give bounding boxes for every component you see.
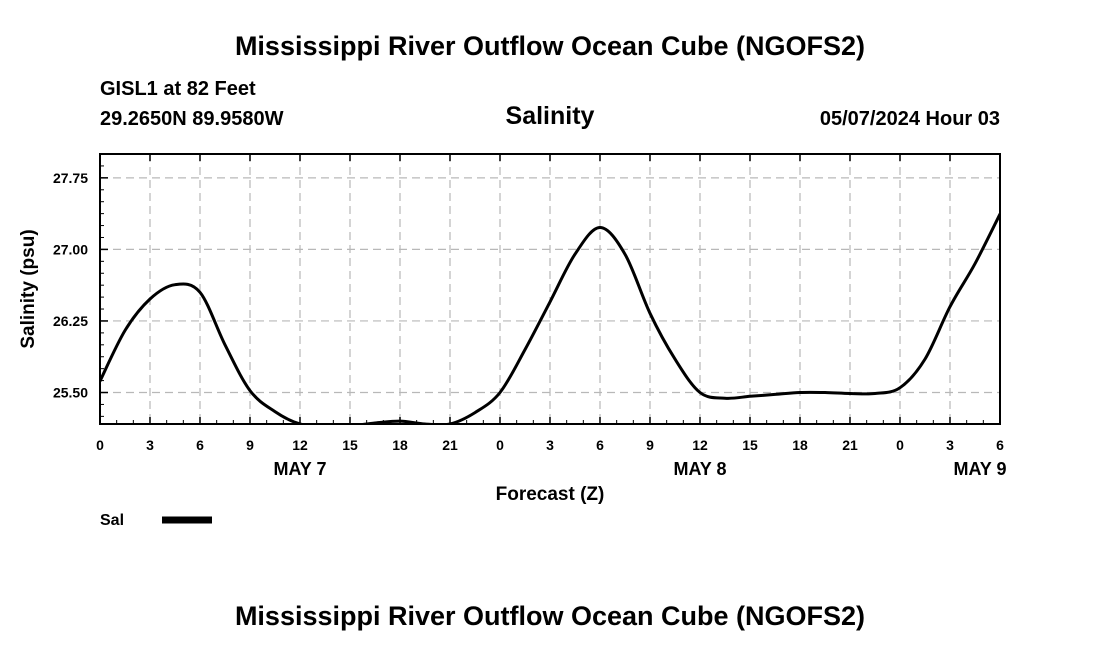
day-label: MAY 7 [273,459,326,479]
y-tick-label: 27.00 [53,241,88,257]
legend-label: Sal [100,512,124,529]
day-label: MAY 8 [673,459,726,479]
x-tick-label: 3 [146,437,154,453]
footer-title: Mississippi River Outflow Ocean Cube (NG… [235,601,865,631]
x-tick-label: 6 [996,437,1004,453]
x-tick-labels: 0 3 6 9 12 15 18 21 0 3 6 9 12 15 18 21 0 3 6 [96,437,1004,453]
x-tick-label: 3 [946,437,954,453]
day-labels: MAY 7 MAY 8 MAY 9 [273,459,1006,479]
minor-ticks [99,154,1001,424]
x-tick-label: 6 [596,437,604,453]
salinity-series-line [100,212,1000,424]
x-tick-label: 6 [196,437,204,453]
datetime-label: 05/07/2024 Hour 03 [820,108,1000,130]
y-axis-title: Salinity (psu) [18,229,39,348]
plot-frame [99,153,1001,425]
coordinates-label: 29.2650N 89.9580W [100,108,284,130]
x-tick-label: 15 [742,437,758,453]
x-tick-label: 18 [392,437,408,453]
x-tick-label: 3 [546,437,554,453]
station-label: GISL1 at 82 Feet [100,78,256,100]
parameter-label: Salinity [506,102,595,130]
x-tick-label: 12 [292,437,308,453]
x-tick-label: 0 [96,437,104,453]
x-tick-label: 21 [442,437,458,453]
y-tick-labels: 25.50 26.25 27.00 27.75 [53,170,88,401]
x-tick-label: 18 [792,437,808,453]
x-tick-label: 12 [692,437,708,453]
y-tick-label: 26.25 [53,313,88,329]
x-tick-label: 9 [646,437,654,453]
y-tick-label: 27.75 [53,170,88,186]
x-tick-label: 9 [246,437,254,453]
x-tick-label: 0 [496,437,504,453]
y-tick-label: 25.50 [53,385,88,401]
x-tick-label: 0 [896,437,904,453]
chart-title: Mississippi River Outflow Ocean Cube (NG… [235,31,865,61]
x-tick-label: 15 [342,437,358,453]
day-label: MAY 9 [953,459,1006,479]
grid-lines [100,154,1000,424]
x-tick-label: 21 [842,437,858,453]
x-axis-title: Forecast (Z) [496,484,605,505]
